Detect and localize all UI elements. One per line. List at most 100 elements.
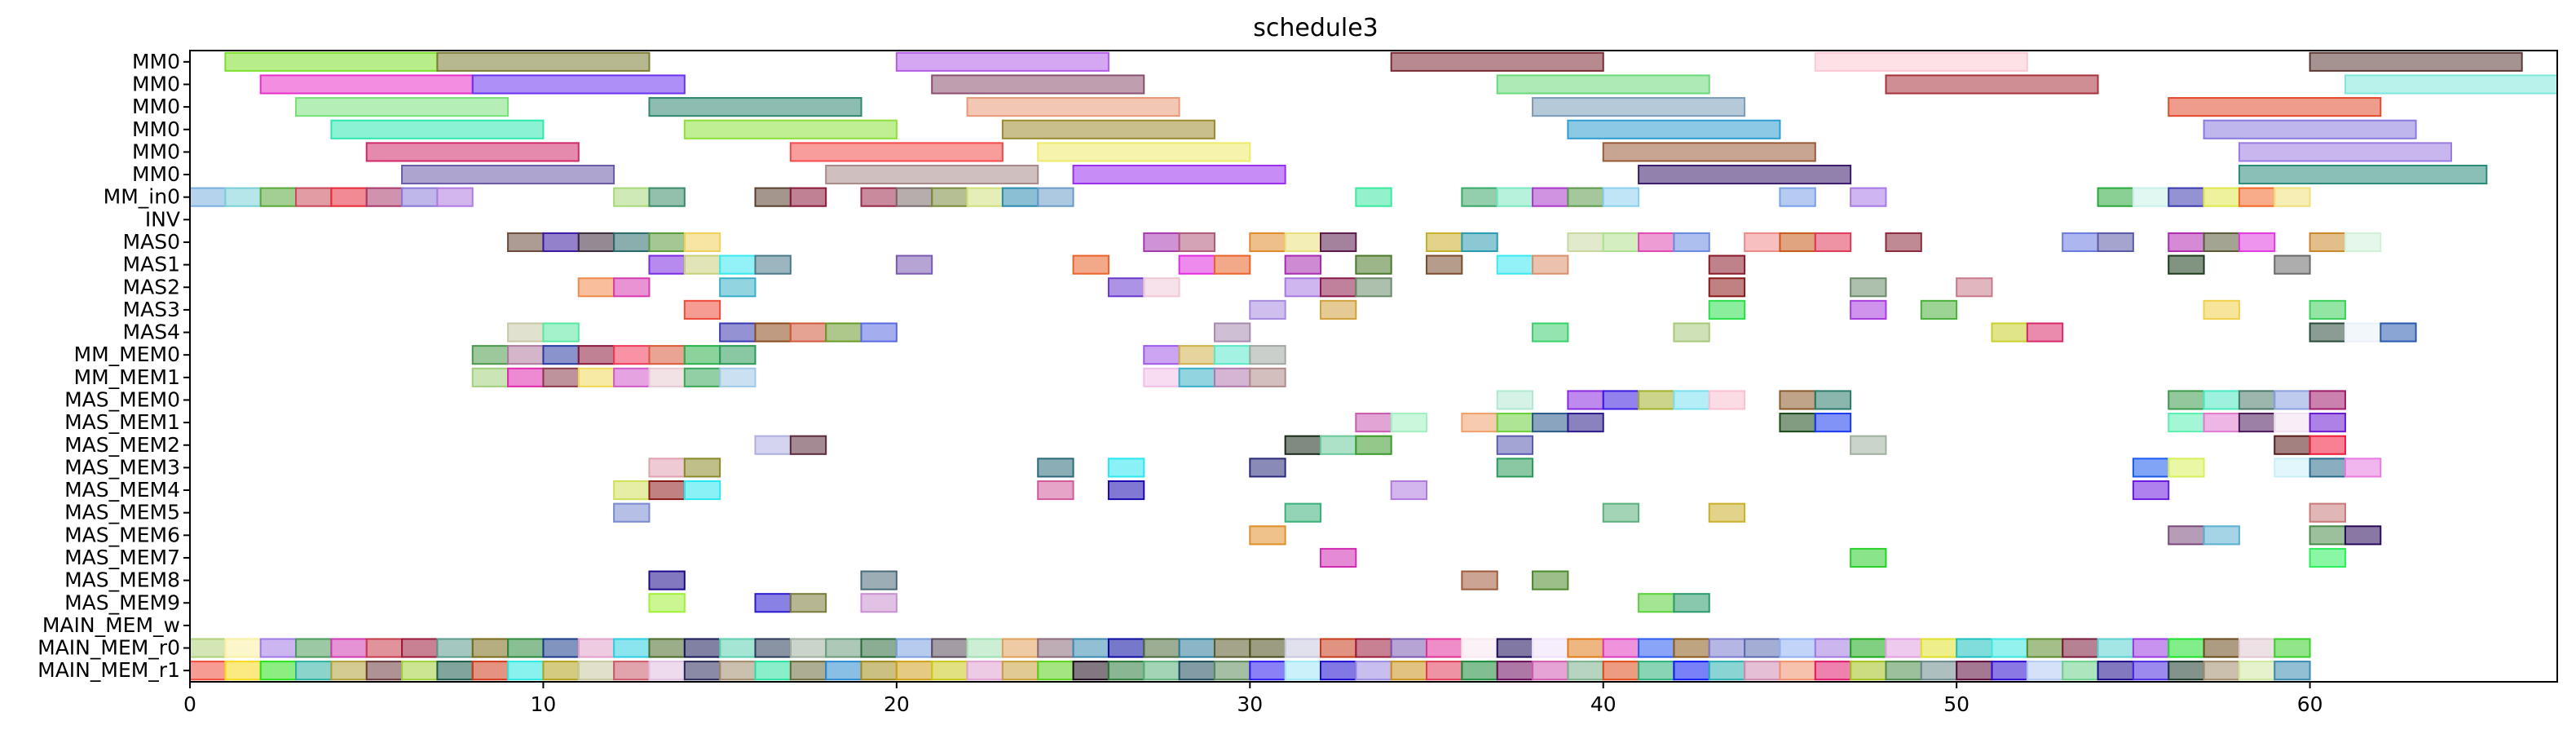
task-bar bbox=[1496, 435, 1534, 455]
task-bar bbox=[1461, 661, 1498, 681]
task-bar bbox=[719, 345, 756, 365]
task-bar bbox=[1461, 413, 1498, 433]
task-bar bbox=[1602, 232, 1640, 253]
task-bar bbox=[330, 119, 545, 139]
task-bar bbox=[931, 187, 968, 207]
task-bar bbox=[577, 277, 615, 298]
task-bar bbox=[1779, 661, 1816, 681]
task-bar bbox=[1532, 661, 1569, 681]
task-bar bbox=[1532, 322, 1569, 343]
task-bar bbox=[542, 367, 580, 387]
task-bar bbox=[2238, 232, 2276, 253]
task-bar bbox=[2309, 435, 2346, 455]
task-bar bbox=[1072, 661, 1109, 681]
task-bar bbox=[2203, 299, 2240, 320]
y-tick-label: MAS_MEM6 bbox=[64, 523, 180, 546]
task-bar bbox=[2062, 232, 2099, 253]
task-bar bbox=[648, 480, 686, 501]
task-bar bbox=[2203, 661, 2240, 681]
task-bar bbox=[1319, 638, 1357, 658]
y-tick-label: MAS0 bbox=[123, 230, 180, 254]
task-bar bbox=[1850, 277, 1887, 298]
task-bar bbox=[2168, 458, 2205, 478]
task-bar bbox=[1991, 638, 2028, 658]
task-bar bbox=[1956, 661, 1993, 681]
task-bar bbox=[2168, 390, 2205, 410]
task-bar bbox=[1496, 187, 1534, 207]
task-bar bbox=[719, 322, 756, 343]
task-bar bbox=[189, 638, 227, 658]
task-bar bbox=[1602, 187, 1640, 207]
task-bar bbox=[295, 661, 333, 681]
task-bar bbox=[1496, 413, 1534, 433]
task-bar bbox=[224, 661, 262, 681]
task-bar bbox=[1673, 638, 1710, 658]
task-bar bbox=[1284, 232, 1321, 253]
task-bar bbox=[1708, 299, 1746, 320]
task-bar bbox=[1885, 232, 1922, 253]
task-bar bbox=[789, 638, 827, 658]
task-bar bbox=[1744, 661, 1781, 681]
y-tick-label: MAS_MEM1 bbox=[64, 410, 180, 434]
task-bar bbox=[2309, 322, 2346, 343]
y-tick-label: MM0 bbox=[132, 139, 180, 163]
x-tick-label: 40 bbox=[1590, 692, 1617, 716]
task-bar bbox=[2274, 458, 2311, 478]
task-bar bbox=[1390, 661, 1428, 681]
task-bar bbox=[1319, 277, 1357, 298]
task-bar bbox=[330, 638, 368, 658]
task-bar bbox=[1355, 435, 1392, 455]
task-bar bbox=[259, 187, 298, 207]
task-bar bbox=[577, 661, 615, 681]
task-bar bbox=[789, 142, 1003, 162]
task-bar bbox=[224, 51, 439, 72]
plot-frame bbox=[189, 50, 2558, 683]
task-bar bbox=[365, 187, 404, 207]
task-bar bbox=[648, 97, 862, 117]
task-bar bbox=[1213, 638, 1251, 658]
task-bar bbox=[1602, 638, 1640, 658]
task-bar bbox=[2168, 413, 2205, 433]
task-bar bbox=[2203, 119, 2417, 139]
task-bar bbox=[683, 119, 898, 139]
task-bar bbox=[1284, 638, 1321, 658]
task-bar bbox=[1143, 345, 1180, 365]
task-bar bbox=[2274, 187, 2311, 207]
task-bar bbox=[2344, 322, 2382, 343]
task-bar bbox=[719, 367, 756, 387]
y-tick-label: INV bbox=[145, 207, 180, 231]
task-bar bbox=[1107, 480, 1145, 501]
task-bar bbox=[436, 661, 474, 681]
task-bar bbox=[1496, 638, 1534, 658]
task-bar bbox=[1920, 299, 1958, 320]
task-bar bbox=[1779, 638, 1816, 658]
y-tick-label: MAS_MEM4 bbox=[64, 478, 180, 502]
task-bar bbox=[1001, 187, 1039, 207]
task-bar bbox=[2238, 164, 2488, 185]
task-bar bbox=[1284, 661, 1321, 681]
task-bar bbox=[2344, 525, 2382, 546]
task-bar bbox=[2309, 51, 2523, 72]
task-bar bbox=[1991, 661, 2028, 681]
task-bar bbox=[1037, 458, 1074, 478]
task-bar bbox=[2132, 187, 2170, 207]
task-bar bbox=[683, 232, 721, 253]
task-bar bbox=[648, 458, 686, 478]
task-bar bbox=[966, 97, 1180, 117]
task-bar bbox=[683, 661, 721, 681]
task-bar bbox=[719, 661, 756, 681]
task-bar bbox=[1390, 480, 1428, 501]
task-bar bbox=[1885, 638, 1922, 658]
task-bar bbox=[1885, 74, 2099, 95]
task-bar bbox=[436, 51, 651, 72]
task-bar bbox=[507, 661, 545, 681]
task-bar bbox=[2344, 232, 2382, 253]
y-axis: MM0MM0MM0MM0MM0MM0MM_in0INVMAS0MAS1MAS2M… bbox=[37, 50, 190, 682]
task-bar bbox=[1249, 367, 1286, 387]
y-tick-label: MM_in0 bbox=[104, 185, 180, 209]
task-bar bbox=[2309, 547, 2346, 568]
task-bar bbox=[1355, 413, 1392, 433]
task-bar bbox=[789, 322, 827, 343]
task-bar bbox=[542, 322, 580, 343]
